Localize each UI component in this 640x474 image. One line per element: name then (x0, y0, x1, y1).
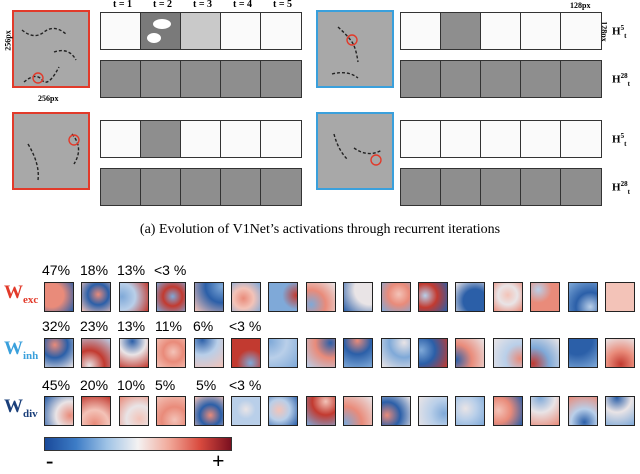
kernel-r1-c1 (81, 338, 112, 368)
percent-exc-0: 47% (42, 262, 71, 278)
w-inh-label: Winh (4, 338, 39, 362)
percent-div-1: 20% (80, 377, 109, 393)
percent-div-3: 5% (155, 377, 176, 393)
h5-label-bottom: H5t (612, 132, 627, 148)
kernel-r0-c4 (193, 282, 224, 312)
kernel-r2-c12 (492, 396, 523, 426)
contour-path-1 (21, 27, 77, 84)
kernel-r1-c3 (156, 338, 187, 368)
h5-strip-3 (100, 120, 302, 158)
kernel-r2-c8 (343, 396, 374, 426)
kernel-r2-c13 (530, 396, 561, 426)
h28-strip-4 (400, 168, 602, 206)
kernel-r0-c9 (380, 282, 411, 312)
kernel-r2-c15 (605, 396, 635, 426)
kernel-r2-c6 (268, 396, 299, 426)
caption-a: (a) Evolution of V1Net’s activations thr… (139, 222, 501, 237)
percent-exc-1: 18% (80, 262, 109, 278)
kernel-r0-c15 (605, 282, 635, 312)
kernel-r2-c2 (118, 396, 149, 426)
contour-path-2 (331, 26, 359, 79)
kernel-r0-c0 (44, 282, 74, 312)
input-image-4 (316, 112, 394, 190)
frame-size-horizontal: 128px (570, 1, 591, 10)
contour-path-4 (333, 133, 383, 166)
kernel-r2-c0 (44, 396, 74, 426)
kernel-r1-c10 (418, 338, 448, 368)
colorbar-max-label: + (212, 448, 225, 473)
kernel-r1-c12 (492, 338, 523, 368)
kernel-r0-c3 (156, 282, 187, 312)
time-label-1: t = 1 (113, 0, 133, 10)
kernel-r2-c7 (305, 396, 336, 426)
h28-strip-1 (100, 60, 302, 98)
kernel-r0-c12 (492, 282, 523, 312)
kernel-r1-c4 (193, 338, 224, 368)
percent-inh-0: 32% (42, 318, 71, 334)
kernel-r2-c3 (156, 396, 187, 426)
kernel-r1-c7 (305, 338, 336, 368)
kernel-r1-c15 (605, 338, 635, 368)
percent-inh-2: 13% (117, 318, 146, 334)
input-size-vertical: 256px (3, 30, 13, 51)
h5-strip-2 (400, 12, 602, 50)
kernel-r1-c2 (118, 338, 149, 368)
percent-exc-2: 13% (117, 262, 146, 278)
time-label-4: t = 4 (233, 0, 253, 10)
percent-div-0: 45% (42, 377, 71, 393)
kernel-r0-c6 (268, 282, 299, 312)
kernel-r1-c9 (380, 338, 411, 368)
input-image-2 (316, 10, 394, 88)
kernel-r1-c5 (231, 338, 261, 368)
h28-strip-3 (100, 168, 302, 206)
percent-div-4: 5% (196, 377, 217, 393)
kernel-r2-c14 (567, 396, 598, 426)
percent-inh-4: 6% (193, 318, 214, 334)
kernel-r2-c1 (81, 396, 112, 426)
time-label-5: t = 5 (273, 0, 293, 10)
w-div-label: Wdiv (4, 396, 38, 420)
kernel-r2-c9 (380, 396, 411, 426)
h28-label-top: H28t (612, 72, 630, 88)
time-label-2: t = 2 (153, 0, 173, 10)
percent-div-5: <3 % (229, 377, 262, 393)
percent-div-2: 10% (117, 377, 146, 393)
colorbar-min-label: - (46, 448, 54, 473)
kernel-r0-c14 (567, 282, 598, 312)
percent-inh-1: 23% (80, 318, 109, 334)
kernel-r1-c13 (530, 338, 561, 368)
kernel-r2-c4 (193, 396, 224, 426)
kernel-r0-c7 (305, 282, 336, 312)
kernel-r0-c5 (231, 282, 261, 312)
h28-label-bottom: H28t (612, 180, 630, 196)
input-image-1 (12, 10, 90, 88)
kernel-r1-c8 (343, 338, 374, 368)
kernel-r1-c0 (44, 338, 74, 368)
contour-path-3 (27, 133, 80, 181)
kernel-r1-c14 (567, 338, 598, 368)
kernel-r2-c11 (455, 396, 486, 426)
h5-label-top: H5t (612, 24, 627, 40)
kernel-r0-c1 (81, 282, 112, 312)
w-exc-label: Wexc (4, 282, 39, 306)
kernel-r0-c11 (455, 282, 486, 312)
h5-strip-1 (100, 12, 302, 50)
kernel-r0-c10 (418, 282, 448, 312)
kernel-r0-c2 (118, 282, 149, 312)
percent-inh-3: 11% (155, 318, 182, 334)
kernel-r1-c6 (268, 338, 299, 368)
h5-strip-4 (400, 120, 602, 158)
time-label-3: t = 3 (193, 0, 213, 10)
input-size-horizontal: 256px (38, 94, 59, 103)
input-image-3 (12, 112, 90, 190)
kernel-r0-c13 (530, 282, 561, 312)
percent-exc-3: <3 % (154, 262, 187, 278)
kernel-r2-c10 (418, 396, 448, 426)
kernel-r0-c8 (343, 282, 374, 312)
kernel-r2-c5 (231, 396, 261, 426)
colorbar (44, 437, 232, 451)
percent-inh-5: <3 % (229, 318, 262, 334)
h28-strip-2 (400, 60, 602, 98)
kernel-r1-c11 (455, 338, 486, 368)
